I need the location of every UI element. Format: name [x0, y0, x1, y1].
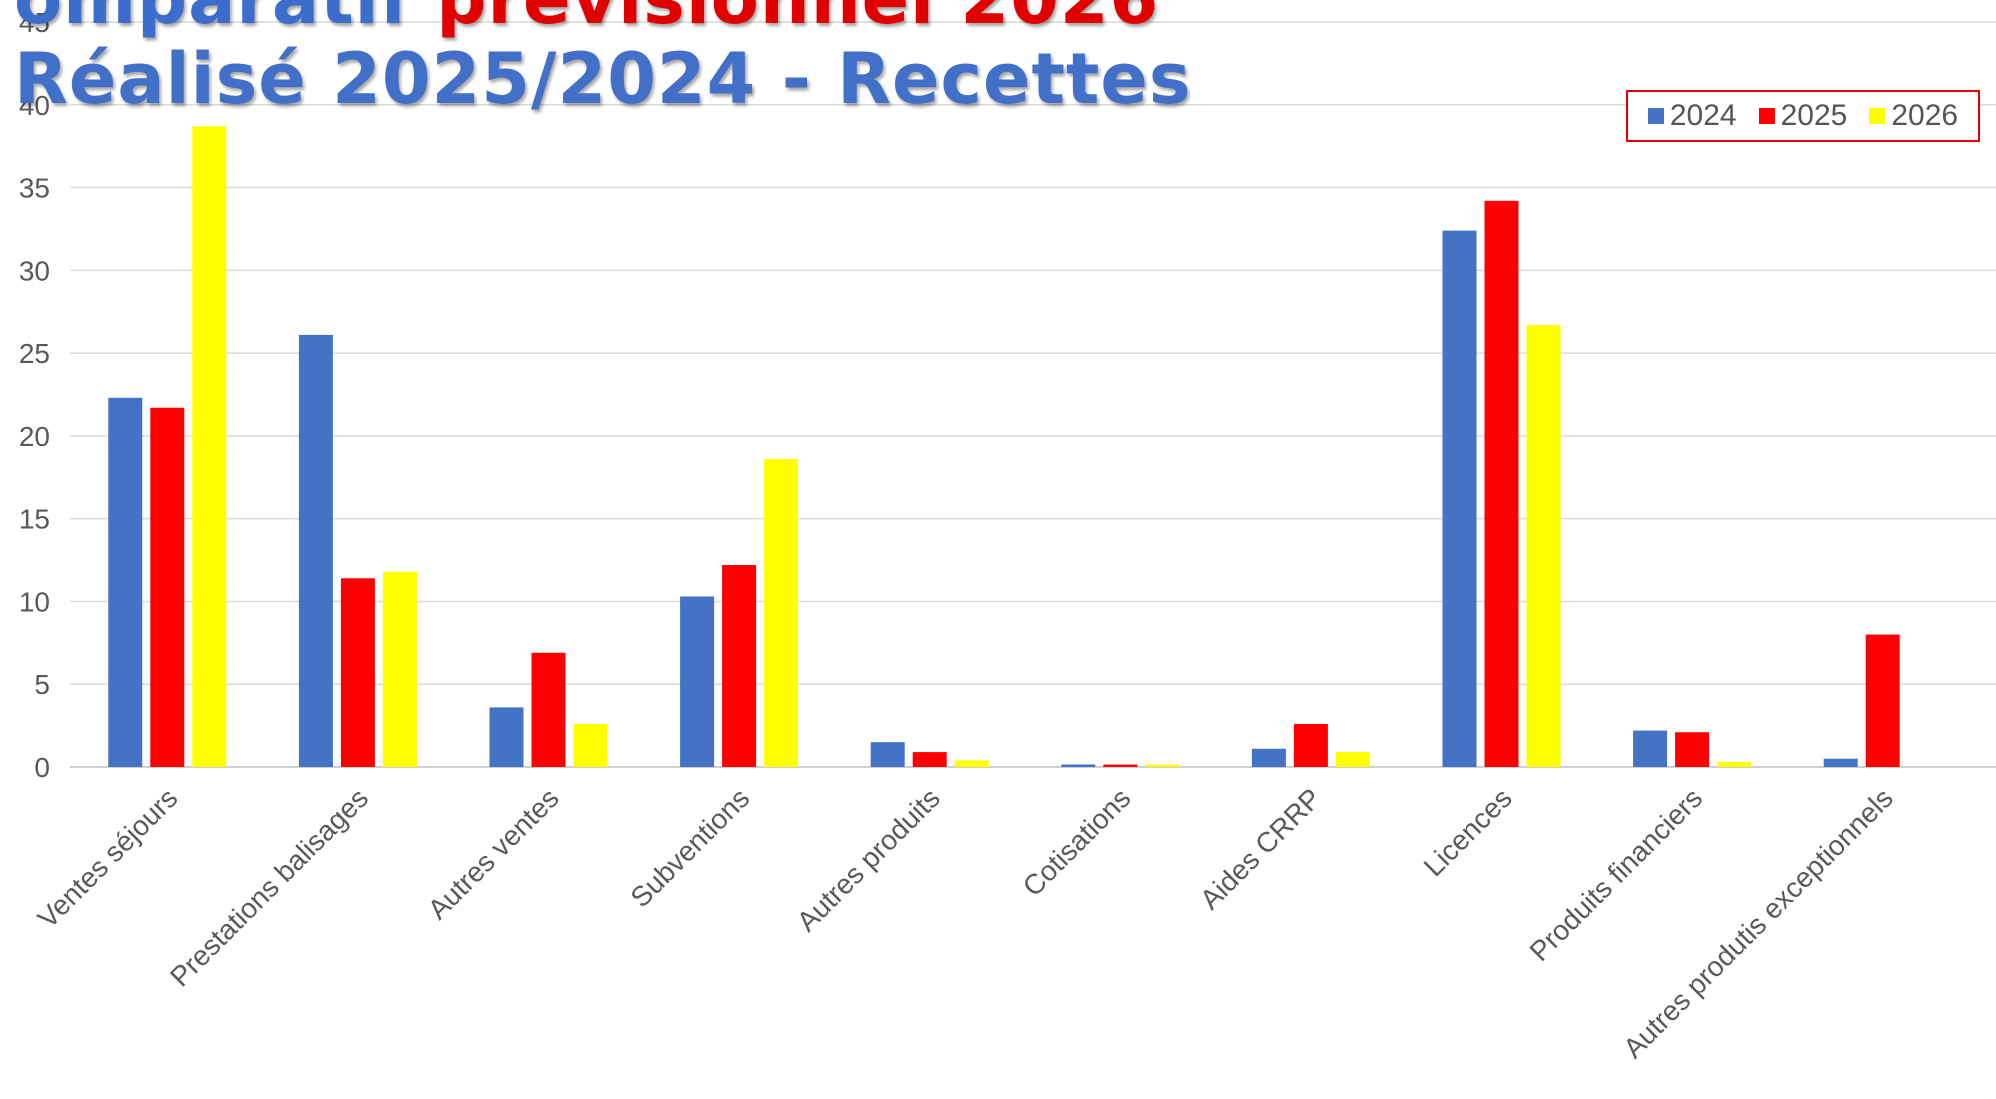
legend-swatch-2025 [1758, 108, 1775, 124]
bars [108, 126, 1900, 768]
bar [1484, 200, 1519, 768]
bar [1633, 730, 1668, 767]
bar [1865, 634, 1900, 767]
y-tick-label: 10 [19, 586, 50, 617]
bar [1442, 230, 1477, 768]
bar [192, 126, 227, 768]
legend-label: 2025 [1780, 99, 1848, 132]
x-tick-label: Autres produits [791, 782, 946, 937]
bar [1293, 723, 1328, 767]
bar [1675, 732, 1710, 767]
y-tick-label: 0 [34, 752, 50, 783]
bar [150, 407, 185, 767]
bar [108, 397, 143, 767]
legend-item-2024: 2024 [1647, 99, 1737, 133]
title-part3: 2026 [935, 0, 1159, 40]
bar [1717, 762, 1752, 767]
bar [1145, 764, 1180, 767]
title-part2: prévisionnel [436, 0, 935, 40]
bar [764, 459, 799, 767]
y-tick-label: 30 [19, 255, 50, 286]
bar [680, 596, 715, 767]
bar [573, 723, 608, 767]
legend-item-2026: 2026 [1869, 99, 1958, 133]
chart-title-line1: omparatif prévisionnel 2026 [14, 0, 1159, 40]
y-tick-label: 25 [19, 338, 50, 369]
bar [489, 707, 524, 767]
y-tick-label: 5 [34, 669, 50, 700]
legend-swatch-2024 [1647, 108, 1664, 124]
bar [870, 742, 905, 767]
y-tick-label: 15 [19, 504, 50, 535]
legend-label: 2026 [1891, 99, 1959, 132]
bar [954, 760, 989, 767]
x-tick-label: Licences [1418, 782, 1518, 882]
y-tick-label: 20 [19, 421, 50, 452]
bar [1061, 764, 1096, 767]
x-tick-label: Ventes séjours [32, 782, 184, 934]
bar [382, 571, 417, 767]
x-tick-label: Cotisations [1017, 782, 1137, 902]
bar [1335, 752, 1370, 767]
bar [1823, 758, 1858, 767]
chart-legend: 2024 2025 2026 [1626, 90, 1980, 142]
bar [1251, 748, 1286, 767]
legend-swatch-2026 [1869, 108, 1886, 124]
x-tick-label: Produits financiers [1524, 782, 1709, 967]
bar [912, 752, 947, 767]
bar [1526, 324, 1561, 767]
chart-title-line2: Réalisé 2025/2024 - Recettes [14, 38, 1192, 120]
legend-item-2025: 2025 [1758, 99, 1848, 133]
bar [1103, 764, 1138, 767]
bar [531, 652, 566, 767]
bar [340, 578, 375, 767]
y-tick-label: 45 [19, 7, 50, 38]
legend-label: 2024 [1669, 99, 1737, 132]
y-axis-ticks: 0 5 10 15 20 25 30 35 40 45 [19, 7, 50, 783]
bar [298, 334, 333, 767]
y-tick-label: 40 [19, 90, 50, 121]
y-tick-label: 35 [19, 173, 50, 204]
title-part1: omparatif [14, 0, 436, 40]
x-tick-label: Prestations balisages [164, 782, 374, 992]
x-tick-label: Subventions [624, 782, 755, 913]
x-tick-label: Autres ventes [422, 782, 565, 925]
x-tick-label: Aides CRRP [1194, 782, 1327, 915]
bar [722, 565, 757, 767]
